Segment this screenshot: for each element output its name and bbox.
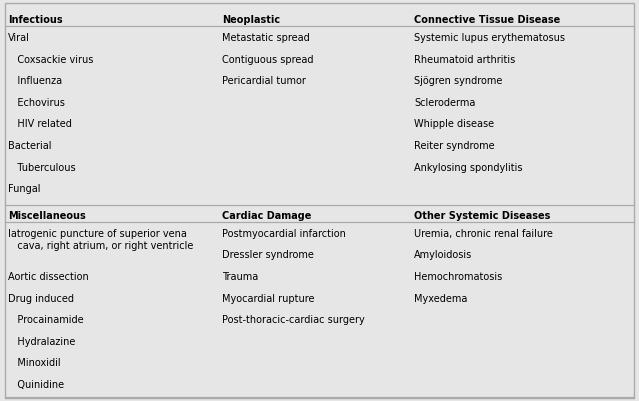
Text: Systemic lupus erythematosus: Systemic lupus erythematosus <box>414 33 565 43</box>
Text: HIV related: HIV related <box>8 119 72 130</box>
Text: Myxedema: Myxedema <box>414 294 468 304</box>
Text: Hemochromatosis: Hemochromatosis <box>414 272 502 282</box>
Text: Quinidine: Quinidine <box>8 380 65 390</box>
Text: Coxsackie virus: Coxsackie virus <box>8 55 94 65</box>
Text: Rheumatoid arthritis: Rheumatoid arthritis <box>414 55 515 65</box>
Text: Procainamide: Procainamide <box>8 315 84 325</box>
Text: Tuberculous: Tuberculous <box>8 163 76 173</box>
Text: Scleroderma: Scleroderma <box>414 98 475 108</box>
Text: Connective Tissue Disease: Connective Tissue Disease <box>414 15 560 25</box>
Text: Whipple disease: Whipple disease <box>414 119 494 130</box>
Text: Contiguous spread: Contiguous spread <box>222 55 314 65</box>
Text: Amyloidosis: Amyloidosis <box>414 250 472 260</box>
Text: Uremia, chronic renal failure: Uremia, chronic renal failure <box>414 229 553 239</box>
Text: Sjögren syndrome: Sjögren syndrome <box>414 76 502 86</box>
Text: Influenza: Influenza <box>8 76 63 86</box>
Text: Viral: Viral <box>8 33 30 43</box>
Text: Myocardial rupture: Myocardial rupture <box>222 294 315 304</box>
Text: Trauma: Trauma <box>222 272 259 282</box>
Text: Minoxidil: Minoxidil <box>8 358 61 369</box>
Text: Dressler syndrome: Dressler syndrome <box>222 250 314 260</box>
Text: Bacterial: Bacterial <box>8 141 52 151</box>
Text: Postmyocardial infarction: Postmyocardial infarction <box>222 229 346 239</box>
Text: Neoplastic: Neoplastic <box>222 15 281 25</box>
Text: Fungal: Fungal <box>8 184 41 194</box>
Text: Post-thoracic-cardiac surgery: Post-thoracic-cardiac surgery <box>222 315 365 325</box>
Text: Echovirus: Echovirus <box>8 98 65 108</box>
Text: Hydralazine: Hydralazine <box>8 337 75 347</box>
Text: Ankylosing spondylitis: Ankylosing spondylitis <box>414 163 523 173</box>
Text: Aortic dissection: Aortic dissection <box>8 272 89 282</box>
Text: Other Systemic Diseases: Other Systemic Diseases <box>414 211 550 221</box>
Text: Metastatic spread: Metastatic spread <box>222 33 310 43</box>
Text: Reiter syndrome: Reiter syndrome <box>414 141 495 151</box>
Text: Miscellaneous: Miscellaneous <box>8 211 86 221</box>
Text: Infectious: Infectious <box>8 15 63 25</box>
Text: Drug induced: Drug induced <box>8 294 74 304</box>
Text: Iatrogenic puncture of superior vena
   cava, right atrium, or right ventricle: Iatrogenic puncture of superior vena cav… <box>8 229 194 251</box>
Text: Pericardial tumor: Pericardial tumor <box>222 76 306 86</box>
Text: Cardiac Damage: Cardiac Damage <box>222 211 312 221</box>
